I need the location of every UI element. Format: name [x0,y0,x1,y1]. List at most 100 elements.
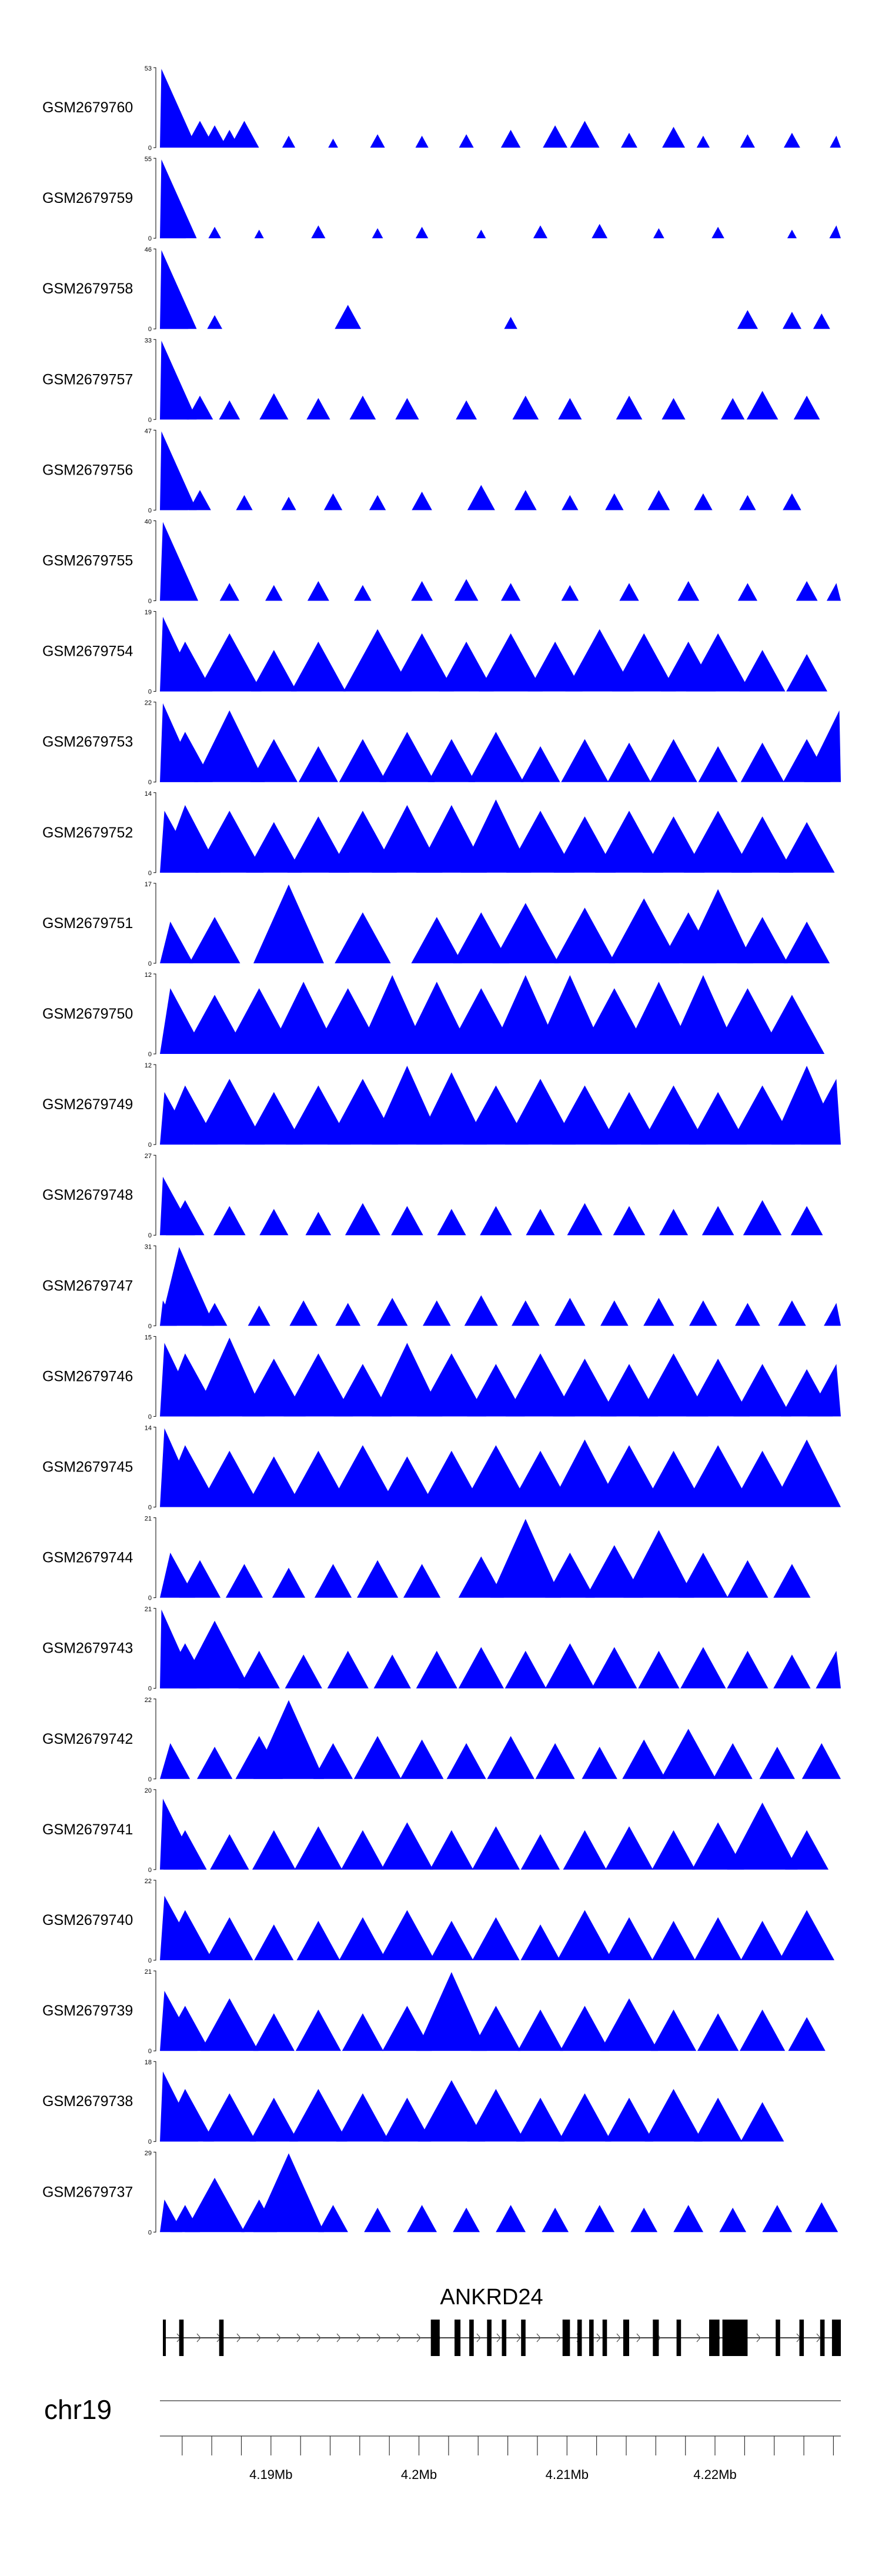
y-min-label: 0 [148,689,152,696]
coverage-peak [512,1300,540,1326]
coverage-peak [731,816,794,873]
coverage-peak [563,1830,607,1870]
gene-exon [799,2320,804,2356]
coverage-peak [456,400,477,420]
coverage-peak [253,884,324,963]
coverage-peak [784,132,800,148]
coverage-peak [285,1654,322,1689]
strand-arrow [236,2333,241,2343]
gene-name-label: ANKRD24 [440,2285,543,2310]
y-min-label: 0 [148,779,152,786]
coverage-peak [379,1910,435,1960]
track-label: GSM2679740 [42,1912,133,1928]
coverage-peak [560,2006,610,2051]
y-max-label: 17 [145,881,152,888]
track-GSM2679756: GSM2679756 47 0 [42,428,801,514]
coverage-peak [318,2205,348,2233]
axis-tick-label: 4.2Mb [401,2467,437,2482]
coverage-peak [281,496,296,510]
coverage-peak [372,228,383,239]
strand-arrow [596,2333,601,2343]
coverage-peak [721,398,745,420]
coverage-peak [179,1620,250,1689]
coverage-peak [727,1560,769,1598]
coverage-peak [616,395,643,420]
coverage-peak [327,1650,369,1689]
coverage-peak [286,1085,351,1145]
coverage-peak [289,1300,318,1326]
strand-arrow [336,2333,341,2343]
coverage-peak [740,134,755,148]
coverage-peak [335,305,362,329]
y-axis [153,792,156,873]
coverage-peak [605,2097,653,2142]
chromosome-label: chr19 [44,2394,112,2425]
coverage-peak [296,1921,340,1960]
coverage-peak [505,1079,576,1145]
coverage-peak [492,903,559,963]
coverage-peak [689,1300,717,1326]
coverage-peak [567,1203,603,1236]
coverage-peak [160,431,197,510]
track-label: GSM2679748 [42,1187,133,1203]
gene-exon [577,2320,582,2356]
coverage-peak [160,1247,215,1326]
y-axis [153,1880,156,1961]
coverage-peak [249,2097,298,2142]
coverage-peak [735,1303,760,1326]
coverage-peak [659,1209,689,1236]
coverage-peak [545,1553,595,1598]
coverage-peak [504,316,517,329]
gene-exon [179,2320,184,2356]
coverage-peak [743,1200,782,1236]
coverage-tracks: GSM2679760530GSM2679759550GSM2679758460G… [42,65,841,2236]
coverage-peak [561,739,609,782]
track-GSM2679758: GSM2679758 46 0 [42,246,830,333]
coverage-peak [545,1643,595,1689]
coverage-peak [336,2093,389,2142]
coverage-peak [401,982,472,1054]
strand-arrow [476,2333,481,2343]
coverage-peak [807,1364,841,1417]
coverage-peak [307,581,329,601]
strand-arrow [636,2333,641,2343]
coverage-peak [561,585,579,601]
coverage-peak [430,1830,473,1870]
track-label: GSM2679749 [42,1096,133,1113]
strand-arrow [556,2333,561,2343]
track-GSM2679754: GSM2679754 19 0 [42,609,827,696]
coverage-peak [182,995,248,1054]
coverage-peak [197,1747,233,1779]
y-min-label: 0 [148,1957,152,1964]
coverage-peak [328,138,338,148]
gene-exon [653,2320,659,2356]
coverage-peak [383,2097,432,2142]
coverage-peak [487,1736,534,1779]
y-max-label: 47 [145,428,152,435]
coverage-peak [793,395,820,420]
y-max-label: 21 [145,1516,152,1523]
coverage-peak [796,581,818,601]
coverage-peak [298,746,338,782]
y-max-label: 31 [145,1243,152,1250]
coverage-peak [372,1343,443,1417]
coverage-peak [520,1834,560,1870]
y-max-label: 12 [145,972,152,979]
coverage-peak [207,315,222,329]
coverage-peak [686,1359,750,1417]
strand-arrow [516,2333,521,2343]
y-min-label: 0 [148,1504,152,1511]
coverage-peak [739,650,786,692]
coverage-peak [621,132,637,148]
coverage-peak [805,2202,838,2233]
track-label: GSM2679741 [42,1821,133,1838]
track-GSM2679746: GSM2679746 15 0 [42,1334,841,1420]
y-axis [153,2061,156,2142]
coverage-peak [272,1567,306,1598]
coverage-peak [202,1303,228,1326]
coverage-peak [694,2097,742,2142]
y-max-label: 27 [145,1153,152,1160]
coverage-peak [208,226,221,239]
coverage-peak [290,642,346,692]
coverage-peak [570,121,600,148]
